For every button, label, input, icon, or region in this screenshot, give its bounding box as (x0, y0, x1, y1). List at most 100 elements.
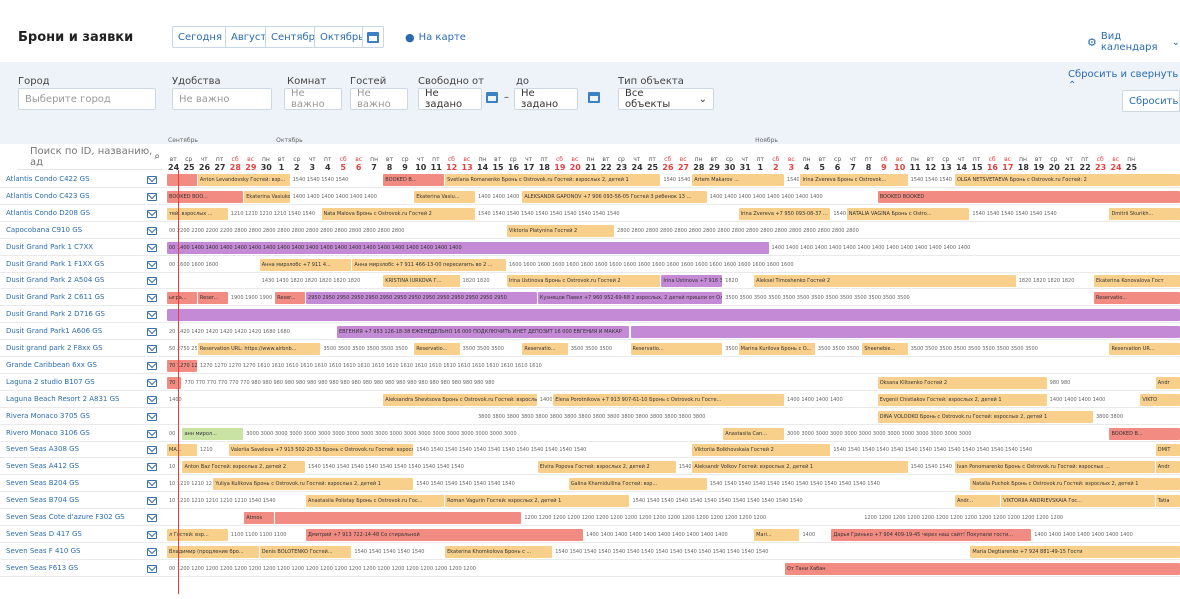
mail-icon[interactable] (147, 209, 157, 218)
booking-bar[interactable]: Дарья Гринько +7 904 409-19-45 через наш… (831, 528, 1032, 541)
booking-bar[interactable]: Кузнецов Павел +7 960 952-69-68 2 взросл… (537, 292, 723, 305)
booking-bar[interactable]: л Гостей: взр... (167, 528, 228, 541)
booking-bar[interactable]: DMIT (1155, 444, 1180, 457)
price-cells[interactable]: 3800 3800 3800 3800 3800 3800 3800 3800 … (478, 413, 706, 420)
property-name-link[interactable]: Dusit Grand Park 1 F1XX GS (6, 259, 105, 268)
property-name-link[interactable]: Seven Seas F613 GS (6, 563, 79, 572)
booking-bar[interactable]: Artem Makarov ... (692, 174, 784, 186)
price-cells[interactable]: 1540 1540 1540 1540 1540 (354, 548, 425, 555)
price-cells[interactable]: 3500 3500 3500 (817, 346, 860, 352)
price-cells[interactable]: 1820 1820 (462, 278, 490, 285)
mail-icon[interactable] (147, 412, 157, 421)
booking-bar[interactable]: Irina Zvereva +7 950 093-08-37 ... (738, 207, 831, 220)
booking-bar[interactable]: OLGA NETSVETAEVA Бронь с Ostrovok.ru Гос… (954, 174, 1180, 186)
booking-bar[interactable]: BOOKED BOO... (167, 190, 244, 203)
price-cells[interactable]: 20 1420 1420 1420 1420 1420 1420 1680 16… (169, 329, 290, 336)
price-cells[interactable]: 1210 (199, 447, 213, 454)
price-cells[interactable]: 1540 (833, 210, 846, 217)
mail-icon[interactable] (147, 564, 157, 573)
calendar-picker-button[interactable] (362, 26, 384, 48)
price-cells[interactable]: 3000 3000 3000 3000 3000 3000 3000 3000 … (787, 430, 972, 437)
object-type-select[interactable]: Все объекты ⌄ (618, 88, 714, 110)
booking-bar[interactable]: Reservatio... (630, 343, 723, 355)
property-name-link[interactable]: Rivera Monaco 3705 GS (6, 411, 90, 420)
booking-bar[interactable]: Reservatio... (1094, 292, 1180, 305)
property-name-link[interactable]: Grande Caribbean 6xx GS (6, 360, 97, 369)
price-cells[interactable]: 1540 1540 1540 1540 1540 1540 1540 1540 … (833, 447, 1033, 454)
booking-bar[interactable]: Yuliya Kulikova Бронь с Ostrovok.ru Гост… (213, 478, 414, 491)
booking-bar[interactable]: Denis BOLOTENKO Гостей... (259, 545, 352, 558)
property-name-link[interactable]: Dusit Grand Park1 A606 GS (6, 327, 103, 336)
price-cells[interactable]: 1400 (169, 396, 182, 403)
reset-button[interactable]: Сбросить (1122, 90, 1180, 112)
price-cells[interactable]: 1400 1400 1400 1400 (1049, 396, 1106, 403)
price-cells[interactable]: 3500 3500 3500 3500 3500 3500 3500 3500 … (910, 346, 1038, 352)
booking-bar[interactable]: ЕВГЕНИЯ +7 953 126-18-38 ЕЖЕНЕДЕЛЬНО 16 … (336, 326, 630, 339)
property-name-link[interactable]: Seven Seas D 417 GS (6, 529, 82, 538)
property-name-link[interactable]: Dusit Grand Park 2 D716 GS (6, 310, 105, 319)
booking-bar[interactable]: Galina Khamidullina Гостей: взр... (568, 478, 707, 491)
booking-bar[interactable]: ALEKSANDR GAPONOV +7 906 093-56-05 Госте… (522, 190, 707, 203)
booking-bar[interactable]: Viktoriia Bolkhovskaia Гостей 2 (692, 444, 831, 457)
calendar-view-dropdown[interactable]: ⚙ Вид календаря ⌄ (1087, 31, 1180, 53)
booking-bar[interactable]: Ekaterina Khomkolova Бронь с ... (445, 545, 553, 558)
price-cells[interactable]: 1400 1400 1400 1400 1400 1400 1400 (1034, 531, 1133, 538)
mail-icon[interactable] (147, 361, 157, 370)
mail-icon[interactable] (147, 176, 157, 184)
city-select[interactable]: Выберите город (18, 88, 156, 110)
booking-bar[interactable]: Reservation URL: https://www.airbnb... (197, 343, 321, 355)
property-name-link[interactable]: Seven Seas A412 GS (6, 462, 80, 471)
booking-bar[interactable]: Sheenebie... (862, 343, 908, 355)
mail-icon[interactable] (147, 395, 157, 404)
booking-bar[interactable]: 70 (167, 376, 182, 389)
booking-bar[interactable] (275, 512, 522, 524)
booking-bar[interactable]: Roman Vagurin Гостей: взрослых 2, детей … (445, 495, 630, 508)
property-name-link[interactable]: Seven Seas F 410 GS (6, 546, 81, 555)
price-cells[interactable]: 00 2200 2200 2200 2200 2800 2800 2800 28… (169, 227, 405, 234)
price-cells[interactable]: 1100 1100 1100 1100 (230, 531, 287, 538)
booking-bar[interactable]: DINA VOLODKO Бронь с Ostrovok.ru Гостей:… (877, 410, 1093, 423)
to-date[interactable]: Не задано (514, 88, 578, 110)
property-name-link[interactable]: Dusit Grand Park 2 A504 GS (6, 276, 105, 285)
booking-bar[interactable] (630, 326, 1180, 339)
booking-bar[interactable]: MA... (167, 444, 197, 457)
price-cells[interactable]: 1820 1820 1820 1820 (1018, 278, 1075, 285)
booking-bar[interactable]: Aleksei Timoshenko Гостей 2 (754, 275, 1016, 288)
property-name-link[interactable]: Laguna Beach Resort 2 A831 GS (6, 394, 120, 403)
reset-collapse-link[interactable]: Сбросить и свернуть ⌃ (1068, 69, 1180, 91)
price-cells[interactable]: 2800 2800 2800 2800 2800 2800 2800 2800 … (617, 227, 859, 234)
price-cells[interactable]: 50 2750 2500 (169, 346, 197, 352)
price-cells[interactable]: 1400 1400 1400 1400 (787, 396, 843, 403)
booking-bar[interactable]: NATALIA VAGINA Бронь с Ostro... (846, 207, 970, 220)
price-cells[interactable]: 1540 1540 1540 1540 1540 1540 1540 1540 … (478, 210, 620, 217)
search-icon[interactable]: ⌕ (154, 151, 160, 162)
booking-bar[interactable]: Andr (1155, 461, 1180, 474)
booking-bar[interactable]: Anastasiia Polistay Бронь с Ostrovok.ru … (306, 495, 445, 508)
booking-bar[interactable]: Ekaterina Konovalova Гост (1094, 275, 1180, 288)
mail-icon[interactable] (147, 226, 157, 235)
booking-bar[interactable]: Viktoria Platynina Гостей 2 (506, 224, 615, 237)
price-cells[interactable]: 1820 (725, 278, 738, 285)
price-cells[interactable]: 1200 1200 1200 1200 1200 1200 1200 1200 … (524, 515, 767, 521)
booking-bar[interactable]: Natalia Puchok Бронь с Ostrovok.ru Госте… (970, 478, 1180, 491)
booking-bar[interactable]: Oksana Klitsenko Гостей 2 (877, 376, 1047, 389)
property-name-link[interactable]: Seven Seas A308 GS (6, 445, 80, 454)
booking-bar[interactable]: VIKTORIIA ANDRIEVSKAIA Гос... (1001, 495, 1155, 508)
price-cells[interactable]: 1540 1540 1540 1540 1540 1540 1540 1540 … (416, 447, 587, 454)
price-cells[interactable]: 1400 (802, 531, 816, 538)
mail-icon[interactable] (147, 277, 157, 286)
price-cells[interactable]: 1540 1540 1540 1540 1540 1540 1540 (416, 481, 515, 488)
booking-bar[interactable]: Владимир (продление бро... (167, 545, 259, 558)
price-cells[interactable]: 1540 1540 (663, 177, 691, 183)
property-name-link[interactable]: Laguna 2 studio B107 GS (6, 377, 95, 386)
booking-bar[interactable]: BOOKED B... (1109, 427, 1180, 440)
property-name-link[interactable]: Capocobana C910 GS (6, 225, 83, 234)
amenities-select[interactable]: Не важно (172, 88, 272, 110)
booking-bar[interactable]: Anton Levandovsky Гостей: взр... (197, 174, 290, 186)
price-cells[interactable]: 00 1200 1200 1200 1200 1200 1200 1200 12… (169, 565, 476, 572)
booking-bar[interactable]: Svetlana Romanenko Бронь с Ostrovok.ru Г… (445, 174, 661, 186)
booking-bar[interactable]: От Тани Хабан (785, 562, 1180, 575)
booking-bar[interactable]: Reservation UR... (1109, 343, 1180, 355)
booking-bar[interactable]: Dmitrii Skurikh... (1109, 207, 1180, 220)
price-cells[interactable]: 1540 1540 1540 1540 1540 1540 1540 1540 … (555, 548, 769, 555)
